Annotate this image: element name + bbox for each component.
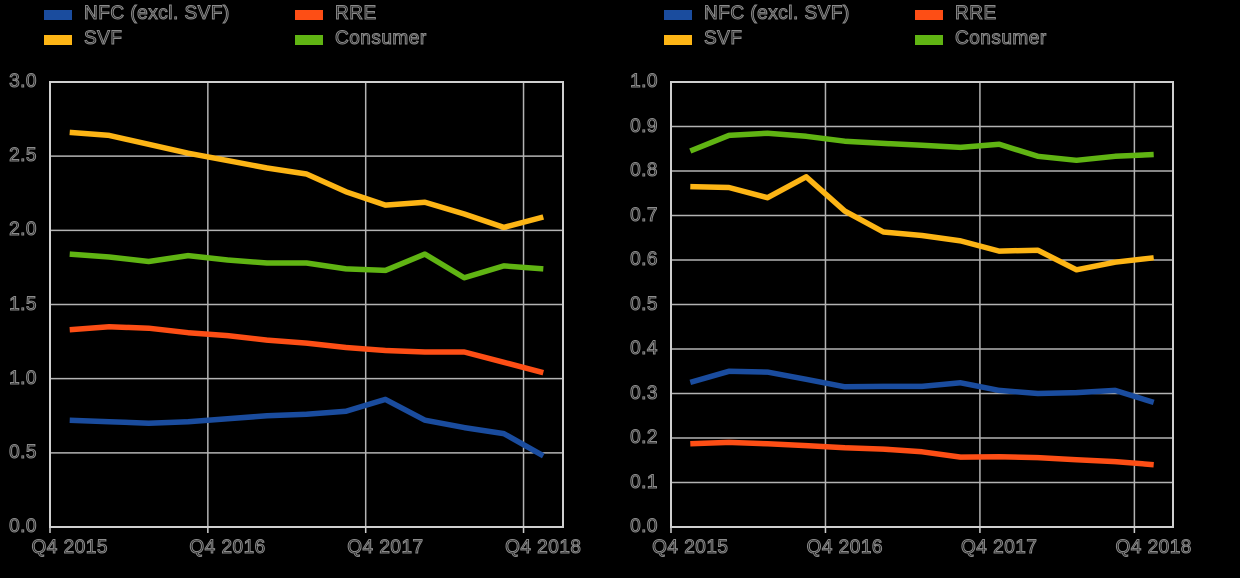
x-tick-label: Q4 2017 [347, 537, 424, 559]
y-tick-label: 0.0 [630, 516, 658, 538]
rre-swatch [295, 10, 323, 20]
series-line-svf [690, 174, 1155, 273]
legend-label-rre: RRE [955, 3, 997, 25]
series-line-rre [690, 439, 1154, 468]
legend-label-svf: SVF [703, 28, 743, 50]
nfc-swatch [44, 10, 72, 20]
consumer-swatch [915, 35, 943, 45]
plot-border [670, 81, 1174, 528]
y-tick-label: 0.9 [630, 115, 658, 137]
y-tick-label: 0.4 [630, 338, 658, 360]
y-tick-label: 0.0 [9, 516, 37, 538]
right-chart-plot-area [670, 81, 1174, 533]
rre-swatch [915, 10, 943, 20]
x-tick-label: Q4 2017 [961, 537, 1038, 559]
y-tick-label: 2.5 [9, 145, 37, 167]
svf-swatch [664, 35, 692, 45]
legend-label-consumer: Consumer [335, 28, 427, 50]
x-tick-label: Q4 2018 [505, 537, 582, 559]
x-tick-label: Q4 2016 [189, 537, 266, 559]
y-tick-label: 0.2 [630, 427, 658, 449]
legend-label-svf: SVF [83, 28, 123, 50]
legend-label-consumer: Consumer [955, 28, 1047, 50]
legends: NFC (excl. SVF) RRE SVF Consumer NFC (ex… [0, 0, 1240, 60]
plot-border [49, 81, 564, 528]
series-line-consumer [689, 130, 1154, 164]
svf-swatch [44, 35, 72, 45]
series-line-nfc-excl-svf [69, 396, 545, 459]
y-tick-label: 0.8 [630, 160, 658, 182]
left-chart-plot-area [49, 81, 564, 533]
y-tick-label: 0.1 [630, 471, 658, 493]
y-tick-label: 2.0 [9, 219, 37, 241]
y-tick-label: 1.5 [9, 293, 37, 315]
series-line-consumer [69, 251, 544, 281]
series-line-svf [69, 129, 545, 231]
x-tick-label: Q4 2015 [31, 537, 108, 559]
y-tick-label: 0.5 [630, 293, 658, 315]
x-tick-label: Q4 2016 [806, 537, 883, 559]
y-tick-label: 0.5 [9, 441, 37, 463]
consumer-swatch [295, 35, 323, 45]
x-tick-label: Q4 2018 [1115, 537, 1192, 559]
legend-label-nfc: NFC (excl. SVF) [704, 3, 850, 25]
series-line-nfc-excl-svf [689, 368, 1155, 406]
y-tick-label: 0.3 [630, 382, 658, 404]
x-tick-label: Q4 2015 [652, 537, 729, 559]
y-tick-label: 1.0 [630, 71, 658, 93]
y-tick-label: 0.7 [630, 204, 658, 226]
y-tick-label: 0.6 [630, 249, 658, 271]
y-tick-label: 3.0 [9, 71, 37, 93]
nfc-swatch [664, 10, 692, 20]
legend-label-nfc: NFC (excl. SVF) [84, 3, 230, 25]
y-tick-label: 1.0 [9, 367, 37, 389]
legend-label-rre: RRE [335, 3, 377, 25]
series-line-rre [69, 324, 545, 376]
